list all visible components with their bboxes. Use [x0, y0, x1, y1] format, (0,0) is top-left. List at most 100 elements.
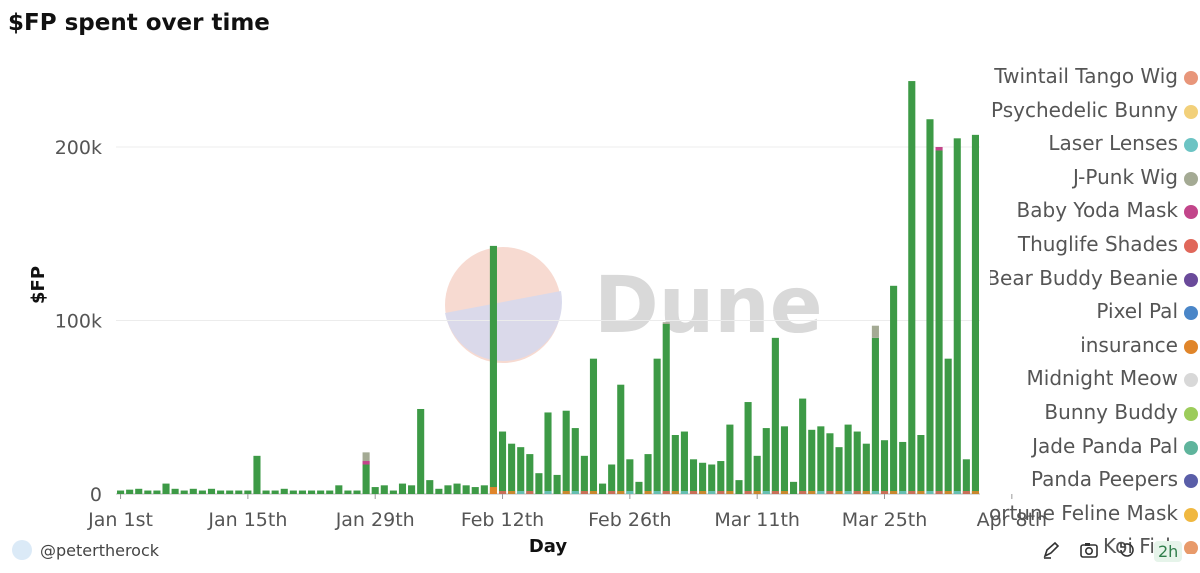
- legend-swatch: [1184, 171, 1198, 186]
- bar: [926, 119, 934, 495]
- refresh-icon[interactable]: [1116, 540, 1138, 562]
- bar: [944, 358, 952, 494]
- bar: [380, 485, 388, 494]
- bar-segment: [908, 491, 916, 494]
- bar: [371, 487, 379, 494]
- x-tick-label: Mar 11th: [714, 509, 800, 531]
- legend-item[interactable]: Bunny Buddy: [990, 400, 1200, 430]
- x-tick-label: Jan 29th: [335, 509, 415, 531]
- bar-segment: [717, 491, 725, 494]
- bar: [117, 490, 125, 494]
- bar-segment: [653, 491, 661, 494]
- chart-toolbar: 2h: [1040, 538, 1183, 564]
- legend-swatch: [1184, 239, 1198, 253]
- bar: [844, 424, 852, 494]
- watermark-wedge: [445, 291, 563, 361]
- legend-label: J-Punk Wig: [1073, 164, 1178, 189]
- bar-segment: [880, 491, 889, 494]
- bar-segment: [808, 491, 816, 494]
- bar: [544, 412, 552, 494]
- bar: [890, 285, 898, 494]
- author[interactable]: @petertherock: [12, 540, 159, 560]
- bar-segment: [726, 491, 734, 494]
- avatar: [12, 540, 32, 560]
- bar-segment: [498, 491, 507, 494]
- bars-group: [117, 81, 979, 495]
- legend-item[interactable]: Thuglife Shades: [990, 232, 1200, 262]
- x-tick-label: Feb 26th: [588, 509, 671, 531]
- bar: [826, 433, 834, 494]
- edit-icon[interactable]: [1040, 540, 1062, 562]
- bar: [880, 440, 889, 494]
- bar: [899, 441, 907, 494]
- bar-segment: [662, 491, 670, 494]
- legend-item[interactable]: Psychedelic Bunny: [990, 98, 1200, 128]
- legend-item[interactable]: Panda Peepers: [990, 467, 1200, 497]
- legend-item[interactable]: Pixel Pal: [990, 299, 1200, 329]
- bar: [971, 134, 979, 495]
- bar: [180, 490, 188, 494]
- bar: [435, 488, 443, 494]
- bar: [335, 485, 343, 494]
- bar: [799, 398, 807, 494]
- bar-segment: [935, 491, 943, 494]
- y-tick-label: 0: [90, 484, 102, 506]
- x-tick-label: Feb 12th: [461, 509, 544, 531]
- legend-item[interactable]: Fortune Feline Mask: [990, 501, 1200, 531]
- bar: [444, 485, 452, 494]
- bar: [353, 490, 361, 494]
- bar-segment: [617, 491, 625, 494]
- bar: [553, 474, 561, 494]
- bar: [262, 490, 270, 494]
- bar: [662, 323, 670, 494]
- bar: [735, 480, 743, 494]
- bar: [389, 490, 397, 494]
- bar-segment: [362, 452, 370, 465]
- legend-swatch: [1184, 407, 1198, 421]
- bar: [617, 384, 625, 494]
- bar-segment: [771, 491, 779, 494]
- bar: [817, 426, 825, 494]
- bar-segment: [853, 491, 861, 494]
- legend-item[interactable]: J-Punk Wig: [990, 165, 1200, 195]
- bar: [680, 431, 688, 494]
- bar-segment: [890, 491, 898, 494]
- bar: [217, 490, 225, 494]
- bar: [462, 485, 470, 494]
- bar-segment: [508, 491, 516, 494]
- legend-item[interactable]: Laser Lenses: [990, 131, 1200, 161]
- legend-item[interactable]: insurance: [990, 333, 1200, 363]
- bar: [471, 487, 479, 494]
- legend-item[interactable]: Jade Panda Pal: [990, 434, 1200, 464]
- x-axis: Jan 1st Jan 15th Jan 29th Feb 12th Feb 26th M…: [87, 494, 1047, 557]
- legend-label: Bear Buddy Beanie: [990, 265, 1178, 290]
- x-axis-label: Day: [529, 536, 568, 557]
- legend: Twintail Tango Wig Psychedelic Bunny Laser…: [990, 64, 1200, 554]
- bar: [753, 455, 761, 494]
- bar: [253, 455, 261, 494]
- bar: [571, 428, 579, 494]
- legend-item[interactable]: Midnight Meow: [990, 366, 1200, 396]
- bar: [453, 483, 461, 494]
- legend-item[interactable]: Baby Yoda Mask: [990, 198, 1200, 228]
- chart-title: $FP spent over time: [8, 10, 270, 36]
- legend-label: Pixel Pal: [1096, 299, 1178, 324]
- legend-item[interactable]: Bear Buddy Beanie: [990, 266, 1200, 296]
- bar: [417, 408, 425, 494]
- legend-swatch: [1184, 104, 1198, 119]
- bar-segment: [608, 491, 616, 494]
- bar-segment: [517, 491, 525, 494]
- legend-label: Jade Panda Pal: [1032, 433, 1178, 458]
- bar: [298, 490, 306, 494]
- dune-watermark: Dune: [445, 247, 823, 363]
- bar: [580, 455, 588, 494]
- bar: [307, 490, 316, 494]
- legend-item[interactable]: Twintail Tango Wig: [990, 64, 1200, 94]
- bar: [689, 459, 698, 494]
- camera-icon[interactable]: [1078, 540, 1100, 562]
- bar: [608, 464, 616, 494]
- bar: [280, 488, 288, 494]
- bar-segment: [626, 491, 634, 494]
- bar: [644, 454, 652, 494]
